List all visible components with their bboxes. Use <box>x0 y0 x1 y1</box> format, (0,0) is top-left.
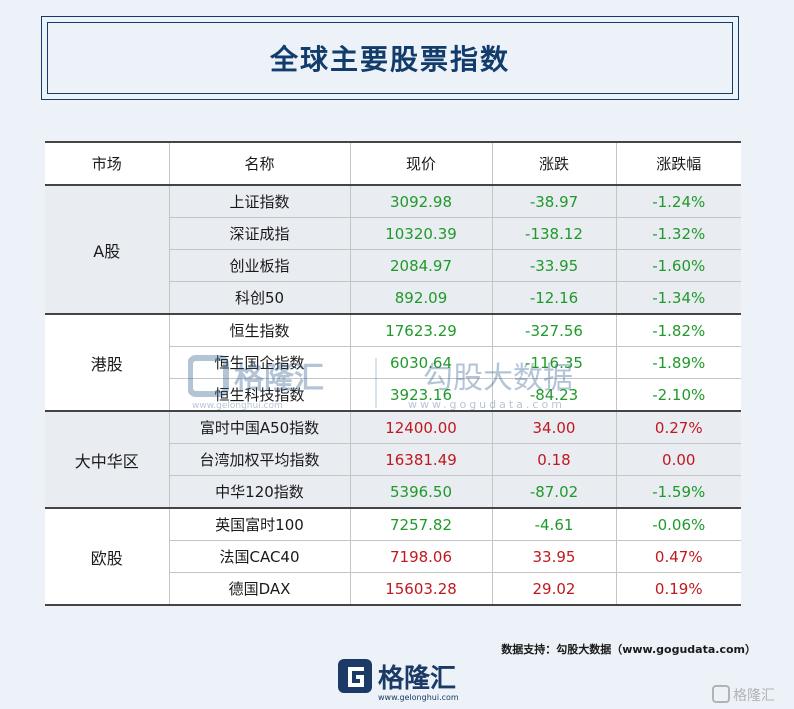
index-name-cell: 德国DAX <box>169 572 351 606</box>
index-name-cell: 恒生指数 <box>169 314 351 347</box>
change-cell: -38.97 <box>492 185 617 218</box>
price-cell: 7257.82 <box>350 508 493 541</box>
change-cell: -4.61 <box>492 508 617 541</box>
table-row: 创业板指 2084.97 -33.95 -1.60% <box>45 249 741 282</box>
change-cell: 33.95 <box>492 540 617 573</box>
price-cell: 6030.64 <box>350 346 493 379</box>
title-inner-frame: 全球主要股票指数 <box>47 22 733 94</box>
table-header-row: 市场 名称 现价 涨跌 涨跌幅 <box>45 141 741 186</box>
change-pct-cell: -1.82% <box>616 314 741 347</box>
corner-logo-icon <box>712 685 730 703</box>
header-change: 涨跌 <box>492 141 617 186</box>
table-row: 法国CAC40 7198.06 33.95 0.47% <box>45 540 741 573</box>
price-cell: 16381.49 <box>350 443 493 476</box>
table-row: 科创50 892.09 -12.16 -1.34% <box>45 281 741 315</box>
brand-logo: 格隆汇 www.gelonghui.com <box>338 659 459 702</box>
logo-brand-text: 格隆汇 <box>378 663 456 694</box>
header-market: 市场 <box>45 141 170 186</box>
header-price: 现价 <box>350 141 493 186</box>
title-frame: 全球主要股票指数 <box>41 16 739 100</box>
index-table: 市场 名称 现价 涨跌 涨跌幅 A股 上证指数 3092.98 -38.97 -1.24… <box>45 141 741 606</box>
change-pct-cell: -2.10% <box>616 378 741 412</box>
corner-brand-text: 格隆汇 <box>733 688 775 704</box>
index-name-cell: 科创50 <box>169 281 351 315</box>
index-name-cell: 中华120指数 <box>169 475 351 509</box>
logo-url-text: www.gelonghui.com <box>378 693 459 702</box>
index-name-cell: 台湾加权平均指数 <box>169 443 351 476</box>
page-title: 全球主要股票指数 <box>269 43 510 76</box>
change-pct-cell: -1.59% <box>616 475 741 509</box>
market-cell: 大中华区 <box>45 411 170 509</box>
price-cell: 3092.98 <box>350 185 493 218</box>
price-cell: 12400.00 <box>350 411 493 444</box>
change-cell: -87.02 <box>492 475 617 509</box>
table-row: 欧股 英国富时100 7257.82 -4.61 -0.06% <box>45 508 741 606</box>
table-row: 恒生国企指数 6030.64 -116.35 -1.89% <box>45 346 741 379</box>
change-pct-cell: 0.00 <box>616 443 741 476</box>
corner-watermark: 格隆汇 <box>712 685 775 704</box>
change-pct-cell: -1.24% <box>616 185 741 218</box>
change-cell: 34.00 <box>492 411 617 444</box>
price-cell: 892.09 <box>350 281 493 315</box>
change-pct-cell: 0.19% <box>616 572 741 606</box>
index-name-cell: 富时中国A50指数 <box>169 411 351 444</box>
index-name-cell: 上证指数 <box>169 185 351 218</box>
change-pct-cell: -0.06% <box>616 508 741 541</box>
change-cell: -33.95 <box>492 249 617 282</box>
index-name-cell: 创业板指 <box>169 249 351 282</box>
price-cell: 7198.06 <box>350 540 493 573</box>
price-cell: 10320.39 <box>350 217 493 250</box>
price-cell: 5396.50 <box>350 475 493 509</box>
table-body: A股 上证指数 3092.98 -38.97 -1.24% 深证成指 10320.39 -13… <box>45 185 741 606</box>
change-cell: -116.35 <box>492 346 617 379</box>
change-cell: 0.18 <box>492 443 617 476</box>
g-logo-icon <box>338 659 372 693</box>
table-row: 深证成指 10320.39 -138.12 -1.32% <box>45 217 741 250</box>
index-name-cell: 恒生科技指数 <box>169 378 351 412</box>
market-cell: 欧股 <box>45 508 170 606</box>
table-row: 中华120指数 5396.50 -87.02 -1.59% <box>45 475 741 509</box>
change-cell: -138.12 <box>492 217 617 250</box>
price-cell: 2084.97 <box>350 249 493 282</box>
header-change-pct: 涨跌幅 <box>616 141 741 186</box>
table-row: 德国DAX 15603.28 29.02 0.19% <box>45 572 741 606</box>
table-row: 大中华区 富时中国A50指数 12400.00 34.00 0.27% <box>45 411 741 509</box>
price-cell: 3923.16 <box>350 378 493 412</box>
index-name-cell: 英国富时100 <box>169 508 351 541</box>
index-name-cell: 法国CAC40 <box>169 540 351 573</box>
index-name-cell: 恒生国企指数 <box>169 346 351 379</box>
change-pct-cell: 0.27% <box>616 411 741 444</box>
change-pct-cell: -1.34% <box>616 281 741 315</box>
data-source-note: 数据支持：勾股大数据（www.gogudata.com） <box>501 643 756 656</box>
table-row: A股 上证指数 3092.98 -38.97 -1.24% <box>45 185 741 315</box>
header-name: 名称 <box>169 141 351 186</box>
change-pct-cell: -1.89% <box>616 346 741 379</box>
table-row: 台湾加权平均指数 16381.49 0.18 0.00 <box>45 443 741 476</box>
change-cell: -84.23 <box>492 378 617 412</box>
market-cell: 港股 <box>45 314 170 412</box>
change-pct-cell: -1.60% <box>616 249 741 282</box>
change-pct-cell: -1.32% <box>616 217 741 250</box>
change-pct-cell: 0.47% <box>616 540 741 573</box>
change-cell: -327.56 <box>492 314 617 347</box>
change-cell: -12.16 <box>492 281 617 315</box>
market-cell: A股 <box>45 185 170 315</box>
change-cell: 29.02 <box>492 572 617 606</box>
index-name-cell: 深证成指 <box>169 217 351 250</box>
price-cell: 15603.28 <box>350 572 493 606</box>
price-cell: 17623.29 <box>350 314 493 347</box>
table-row: 恒生科技指数 3923.16 -84.23 -2.10% <box>45 378 741 412</box>
table-row: 港股 恒生指数 17623.29 -327.56 -1.82% <box>45 314 741 412</box>
